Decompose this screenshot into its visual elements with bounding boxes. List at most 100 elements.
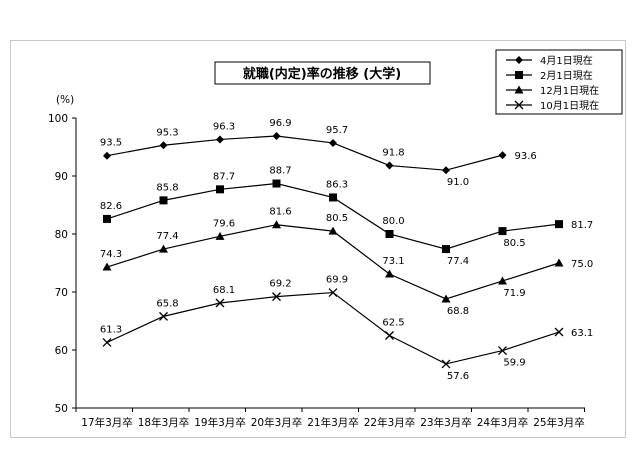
x-marker-stroke bbox=[385, 331, 394, 340]
data-label: 80.0 bbox=[382, 216, 404, 227]
legend-label: 4月1日現在 bbox=[540, 55, 593, 67]
chart-frame bbox=[10, 40, 626, 438]
data-label: 71.9 bbox=[503, 288, 525, 299]
series-square: 82.6 85.8 87.7 88.7 86.3 80.0 77.4 80.5 81.7 bbox=[100, 166, 593, 268]
data-point bbox=[385, 230, 394, 238]
x-tick-label: 23年3月卒 bbox=[420, 416, 472, 429]
data-label: 74.3 bbox=[100, 249, 122, 260]
data-label: 65.8 bbox=[156, 298, 178, 309]
data-label: 93.6 bbox=[515, 151, 537, 162]
data-point bbox=[102, 338, 112, 347]
data-point bbox=[216, 135, 224, 144]
data-point bbox=[498, 346, 507, 356]
data-label: 95.3 bbox=[156, 127, 178, 138]
y-tick-label: 100 bbox=[48, 113, 68, 125]
legend-label: 10月1日現在 bbox=[540, 100, 599, 112]
legend-marker bbox=[515, 71, 523, 79]
data-point bbox=[215, 298, 225, 308]
legend: 4月1日現在 2月1日現在 12月1日現在 10月1日現在 bbox=[506, 55, 599, 112]
x-marker-stroke bbox=[272, 292, 281, 302]
data-point bbox=[385, 161, 394, 170]
y-tick-label: 60 bbox=[55, 345, 68, 357]
data-label: 75.0 bbox=[571, 259, 593, 270]
data-point bbox=[103, 151, 111, 160]
data-point bbox=[329, 138, 337, 147]
data-point bbox=[328, 288, 338, 298]
chart-title: 就職(内定)率の推移 (大学) bbox=[243, 66, 401, 82]
series-diamond: 93.5 95.3 96.3 96.9 95.7 91.8 91.0 93.6 bbox=[100, 118, 537, 188]
data-label: 80.5 bbox=[326, 213, 348, 224]
x-marker-stroke bbox=[554, 327, 564, 337]
x-marker-stroke bbox=[441, 359, 451, 369]
series-line bbox=[106, 135, 503, 171]
legend-entry: 12月1日現在 bbox=[506, 85, 599, 97]
x-marker-stroke bbox=[159, 311, 168, 321]
data-point bbox=[216, 185, 224, 194]
data-label: 88.7 bbox=[269, 166, 291, 177]
x-marker-stroke bbox=[328, 288, 338, 298]
x-tick-label: 17年3月卒 bbox=[81, 416, 133, 429]
data-point bbox=[328, 226, 338, 235]
legend-label: 2月1日現在 bbox=[540, 70, 593, 82]
data-point bbox=[498, 276, 507, 285]
chart-title-box bbox=[214, 61, 431, 85]
data-label: 95.7 bbox=[326, 125, 348, 136]
data-point bbox=[554, 327, 564, 337]
data-label: 81.7 bbox=[571, 220, 593, 231]
data-label: 68.1 bbox=[213, 285, 235, 296]
data-label: 79.6 bbox=[213, 218, 235, 229]
data-point bbox=[272, 131, 281, 140]
y-tick-label: 90 bbox=[55, 171, 68, 183]
y-tick-label: 50 bbox=[55, 403, 68, 415]
data-label: 77.4 bbox=[447, 256, 469, 267]
data-label: 77.4 bbox=[156, 231, 178, 242]
x-tick-label: 24年3月卒 bbox=[477, 416, 529, 429]
data-point bbox=[215, 231, 225, 240]
series-x: 61.3 65.8 68.1 69.2 69.9 62.5 57.6 59.9 63.1 bbox=[100, 275, 593, 382]
data-label: 62.5 bbox=[382, 318, 404, 329]
x-marker-stroke bbox=[215, 298, 225, 308]
data-label: 85.8 bbox=[156, 182, 178, 193]
legend-entry: 4月1日現在 bbox=[506, 55, 593, 67]
data-label: 93.5 bbox=[100, 138, 122, 149]
x-marker-stroke bbox=[498, 346, 507, 356]
data-label: 91.0 bbox=[447, 177, 469, 188]
y-tick-label: 70 bbox=[55, 287, 68, 299]
data-label: 69.2 bbox=[269, 279, 291, 290]
data-point bbox=[554, 258, 564, 267]
data-label: 68.8 bbox=[447, 306, 469, 317]
data-point bbox=[385, 269, 394, 278]
x-tick-label: 22年3月卒 bbox=[364, 416, 416, 429]
data-point bbox=[159, 141, 168, 150]
data-point bbox=[385, 331, 394, 340]
legend-marker bbox=[515, 56, 523, 64]
data-point bbox=[103, 214, 111, 223]
data-point bbox=[272, 179, 281, 188]
data-label: 86.3 bbox=[326, 179, 348, 190]
plot-layer: 50 60 70 80 90 100 17年3月卒 18年3月卒 19年3月卒 20年3月卒 21年… bbox=[48, 113, 593, 429]
legend-marker bbox=[514, 85, 524, 94]
data-label: 80.5 bbox=[503, 238, 525, 249]
data-point bbox=[159, 311, 168, 321]
data-point bbox=[102, 262, 112, 271]
x-marker-stroke bbox=[514, 100, 524, 110]
legend-entry: 2月1日現在 bbox=[506, 70, 593, 82]
data-point bbox=[159, 196, 168, 205]
data-point bbox=[442, 166, 450, 175]
series-triangle: 74.3 77.4 79.6 81.6 80.5 73.1 68.8 71.9 75.0 bbox=[100, 207, 593, 317]
data-label: 59.9 bbox=[503, 358, 525, 369]
data-point bbox=[555, 220, 563, 229]
legend-label: 12月1日現在 bbox=[540, 85, 599, 97]
y-axis-label: (%) bbox=[56, 94, 74, 106]
data-label: 57.6 bbox=[447, 371, 469, 382]
x-tick-label: 18年3月卒 bbox=[138, 416, 190, 429]
x-tick-label: 20年3月卒 bbox=[251, 416, 303, 429]
data-point bbox=[272, 220, 281, 229]
data-label: 96.9 bbox=[269, 118, 291, 129]
data-label: 81.6 bbox=[269, 207, 291, 218]
data-point bbox=[498, 227, 507, 236]
data-point bbox=[329, 193, 337, 202]
data-label: 73.1 bbox=[382, 256, 404, 267]
data-label: 69.9 bbox=[326, 275, 348, 286]
